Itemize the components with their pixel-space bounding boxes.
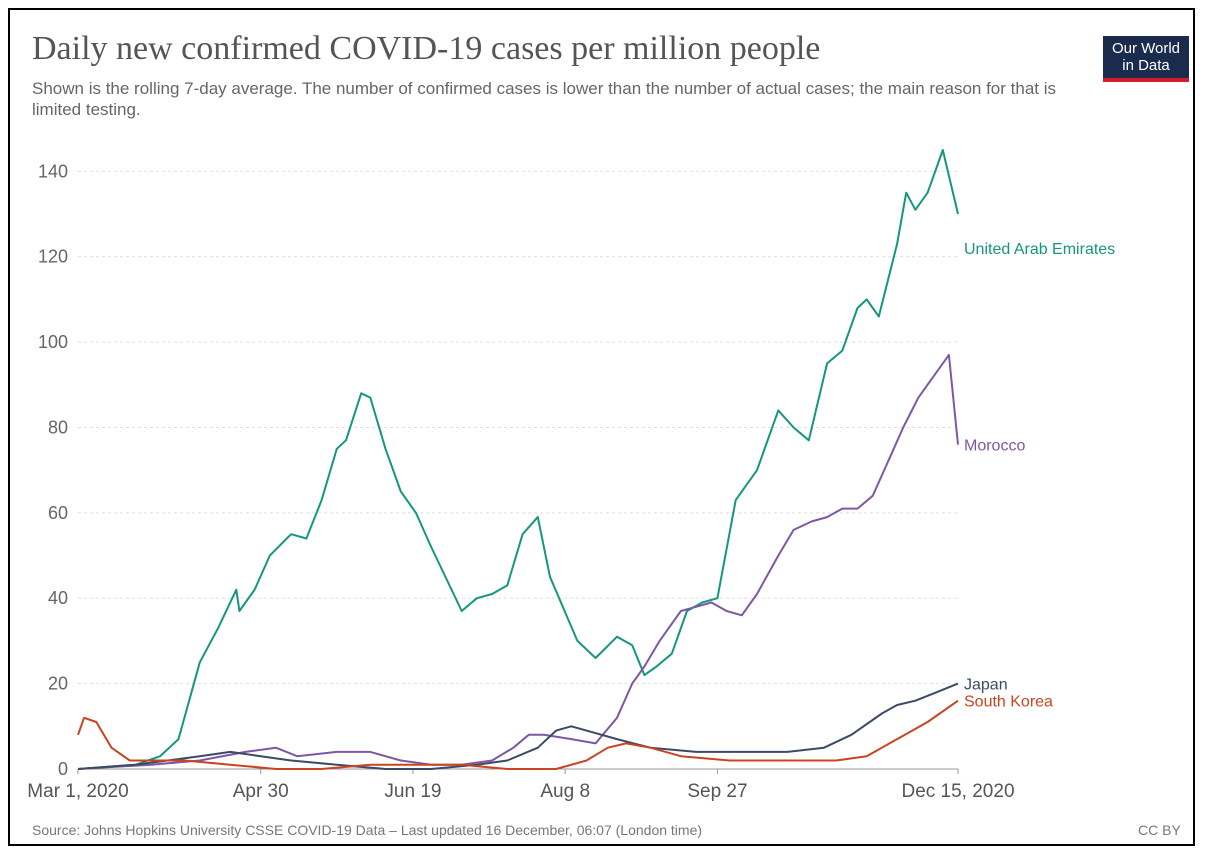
logo-line-2: in Data [1122, 57, 1170, 74]
y-tick-label: 100 [38, 332, 68, 352]
series-line [77, 682, 959, 770]
x-tick-label: Jun 19 [384, 781, 441, 802]
series-line [77, 149, 959, 770]
x-tick-label: Sep 27 [687, 781, 747, 802]
chart-subtitle: Shown is the rolling 7-day average. The … [32, 79, 1057, 119]
source-note: Source: Johns Hopkins University CSSE CO… [32, 822, 703, 838]
y-tick-label: 140 [38, 161, 68, 181]
series-label: South Korea [964, 694, 1053, 711]
license-link[interactable]: CC BY [1138, 822, 1181, 838]
chart-title: Daily new confirmed COVID-19 cases per m… [32, 30, 821, 67]
logo-line-1: Our World [1111, 40, 1181, 57]
series-line [77, 353, 959, 770]
x-tick-label: Dec 15, 2020 [901, 781, 1014, 802]
series-label: Morocco [964, 438, 1025, 455]
y-tick-label: 0 [58, 759, 68, 779]
y-tick-label: 60 [48, 503, 68, 523]
x-tick-label: Mar 1, 2020 [27, 781, 128, 802]
x-tick-label: Aug 8 [540, 781, 590, 802]
y-tick-label: 20 [48, 674, 68, 694]
y-tick-label: 120 [38, 247, 68, 267]
series-label: Japan [964, 677, 1008, 694]
owid-logo[interactable]: Our World in Data [1103, 36, 1189, 82]
x-tick-label: Apr 30 [233, 781, 289, 802]
series-label: United Arab Emirates [964, 241, 1115, 258]
series-line [77, 699, 959, 770]
y-tick-label: 80 [48, 417, 68, 437]
y-tick-label: 40 [48, 588, 68, 608]
